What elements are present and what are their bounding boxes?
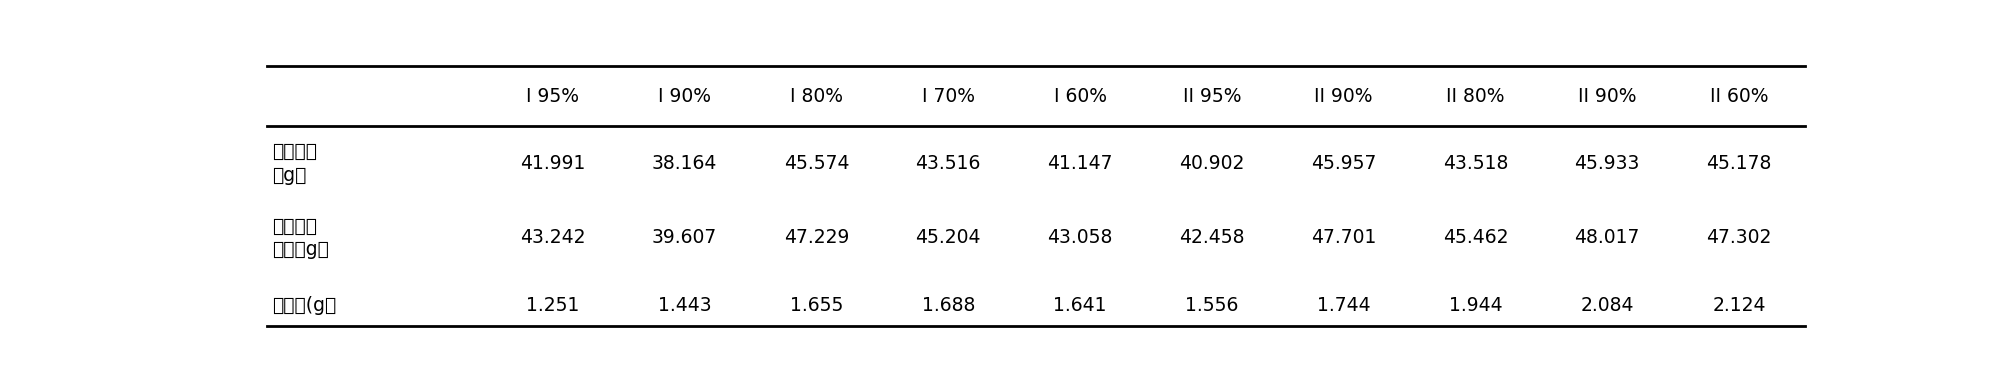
Text: 42.458: 42.458 <box>1178 228 1245 247</box>
Text: 2.124: 2.124 <box>1712 296 1766 315</box>
Text: 1.443: 1.443 <box>659 296 711 315</box>
Text: II 95%: II 95% <box>1182 87 1241 106</box>
Text: 43.516: 43.516 <box>916 154 981 173</box>
Text: 43.518: 43.518 <box>1442 154 1508 173</box>
Text: 43.058: 43.058 <box>1047 228 1112 247</box>
Text: 41.991: 41.991 <box>520 154 586 173</box>
Text: 45.178: 45.178 <box>1706 154 1772 173</box>
Text: 浸膏重(g）: 浸膏重(g） <box>272 296 336 315</box>
Text: 1.655: 1.655 <box>789 296 844 315</box>
Text: 43.242: 43.242 <box>520 228 586 247</box>
Text: 45.204: 45.204 <box>916 228 981 247</box>
Text: 45.574: 45.574 <box>783 154 850 173</box>
Text: 47.302: 47.302 <box>1706 228 1772 247</box>
Text: 1.688: 1.688 <box>922 296 975 315</box>
Text: 38.164: 38.164 <box>653 154 717 173</box>
Text: 1.641: 1.641 <box>1053 296 1108 315</box>
Text: 1.556: 1.556 <box>1184 296 1239 315</box>
Text: II 90%: II 90% <box>1315 87 1374 106</box>
Text: 1.944: 1.944 <box>1448 296 1502 315</box>
Text: 47.229: 47.229 <box>783 228 850 247</box>
Text: 48.017: 48.017 <box>1575 228 1639 247</box>
Text: 47.701: 47.701 <box>1311 228 1376 247</box>
Text: II 60%: II 60% <box>1710 87 1768 106</box>
Text: I 70%: I 70% <box>922 87 975 106</box>
Text: 39.607: 39.607 <box>653 228 717 247</box>
Text: 45.462: 45.462 <box>1442 228 1508 247</box>
Text: 41.147: 41.147 <box>1047 154 1114 173</box>
Text: II 90%: II 90% <box>1577 87 1637 106</box>
Text: 1.251: 1.251 <box>526 296 580 315</box>
Text: I 95%: I 95% <box>526 87 580 106</box>
Text: 含膏蒸发
皿重（g）: 含膏蒸发 皿重（g） <box>272 217 328 259</box>
Text: I 90%: I 90% <box>659 87 711 106</box>
Text: 2.084: 2.084 <box>1581 296 1633 315</box>
Text: 40.902: 40.902 <box>1178 154 1245 173</box>
Text: II 80%: II 80% <box>1446 87 1504 106</box>
Text: 蒸发皿重
（g）: 蒸发皿重 （g） <box>272 142 316 185</box>
Text: 45.933: 45.933 <box>1575 154 1639 173</box>
Text: I 80%: I 80% <box>789 87 844 106</box>
Text: 1.744: 1.744 <box>1317 296 1370 315</box>
Text: 45.957: 45.957 <box>1311 154 1376 173</box>
Text: I 60%: I 60% <box>1053 87 1106 106</box>
